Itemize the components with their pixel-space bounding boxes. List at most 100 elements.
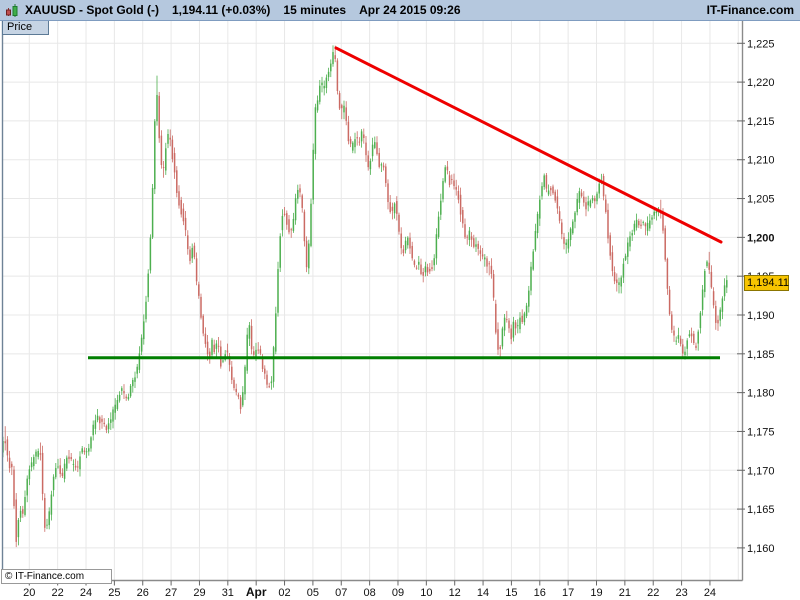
candle-body [466, 236, 468, 238]
candle-body [195, 258, 198, 282]
candle-body [46, 524, 48, 526]
candle-body [6, 439, 9, 456]
candle-body [268, 386, 270, 388]
candle-body [587, 201, 589, 206]
candle-body [90, 437, 92, 449]
candle-body [398, 214, 400, 232]
candle-body [178, 191, 180, 206]
candle-body [217, 345, 220, 347]
candle-body [363, 134, 365, 138]
candle-body [323, 85, 325, 89]
candle-body [88, 448, 90, 452]
candle-body [695, 345, 697, 348]
candle-body [451, 179, 453, 180]
candle-body [198, 284, 200, 296]
candle-body [24, 497, 26, 515]
candle-body [235, 388, 237, 392]
candle-body [534, 230, 537, 250]
candle-body [726, 280, 728, 288]
candle-body [275, 313, 277, 352]
candle-body [413, 260, 416, 265]
candle-body [464, 224, 466, 238]
candle-body [653, 211, 655, 216]
resistance-trendline [334, 46, 723, 244]
candle-body [420, 264, 422, 275]
candle-body [609, 235, 611, 256]
candle-body [209, 351, 211, 360]
tab-price[interactable]: Price [2, 20, 49, 35]
candle-body [15, 499, 17, 542]
candle-body [279, 236, 281, 268]
y-axis-label: 1,170 [747, 465, 775, 477]
candle-body [160, 135, 163, 166]
candle-body [633, 223, 636, 232]
datetime-label: Apr 24 2015 09:26 [359, 3, 461, 17]
candle-body [715, 305, 717, 323]
candle-body [136, 366, 138, 374]
candle-body [699, 312, 702, 329]
candle-body [567, 239, 570, 249]
x-axis-label: 26 [137, 587, 149, 599]
candle-body [182, 208, 185, 222]
candle-body [688, 334, 691, 337]
candle-body [635, 219, 638, 228]
candle-body [556, 196, 559, 209]
candle-body [365, 142, 367, 156]
candle-body [200, 296, 202, 318]
candle-body [613, 272, 616, 282]
candle-body [103, 422, 105, 425]
candle-body [462, 210, 464, 224]
candle-body [596, 193, 598, 202]
candle-body [110, 419, 112, 423]
candle-body [257, 349, 259, 351]
candle-body [215, 343, 218, 349]
candle-body [422, 271, 424, 276]
candle-body [706, 261, 708, 267]
candle-body [651, 217, 653, 220]
candle-body [171, 139, 174, 160]
x-axis-label: 24 [704, 587, 716, 599]
candle-body [697, 331, 699, 344]
candle-body [292, 218, 295, 231]
y-axis-label: 1,180 [747, 388, 775, 400]
candle-body [68, 456, 70, 460]
candle-body [8, 457, 11, 469]
candle-body [330, 63, 332, 72]
candle-body [204, 333, 207, 344]
candle-body [107, 423, 110, 430]
candle-body [35, 451, 37, 457]
candle-body [492, 274, 495, 298]
candle-body [74, 465, 77, 468]
candle-body [325, 77, 328, 88]
candle-body [708, 262, 710, 270]
candle-body [649, 220, 651, 229]
candle-body [481, 254, 484, 257]
candle-body [677, 335, 680, 339]
candle-body [33, 457, 35, 467]
candle-body [308, 243, 310, 269]
candle-body [574, 212, 576, 222]
symbol-title: XAUUSD - Spot Gold (-) [25, 3, 159, 17]
candle-body [310, 203, 312, 246]
candle-body [228, 356, 231, 365]
candle-body [701, 289, 704, 310]
candle-body [712, 291, 715, 306]
candle-body [270, 381, 273, 384]
y-axis-label: 1,205 [747, 194, 775, 206]
candle-body [11, 463, 13, 468]
candle-body [431, 267, 433, 270]
candle-body [640, 224, 642, 227]
candle-body [662, 211, 664, 231]
candle-body [158, 95, 160, 139]
candle-body [59, 465, 61, 474]
x-axis-label: 25 [108, 587, 120, 599]
candle-body [149, 237, 152, 271]
x-axis-label: 10 [420, 587, 432, 599]
candle-body [352, 142, 354, 151]
x-axis-label: 31 [222, 587, 234, 599]
candle-body [28, 469, 31, 480]
candle-body [719, 309, 721, 321]
candle-body [303, 211, 306, 242]
y-axis-label: 1,220 [747, 77, 775, 89]
